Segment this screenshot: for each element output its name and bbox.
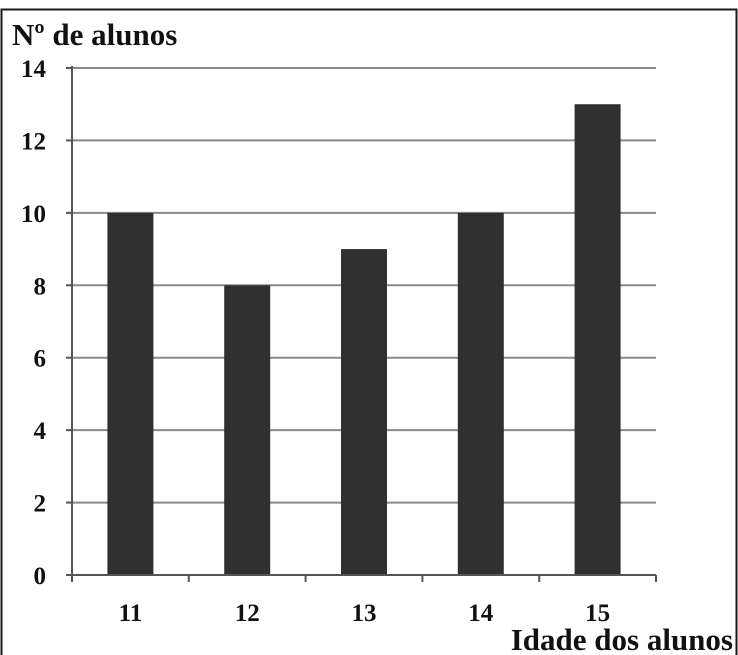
bar-15 (574, 104, 621, 575)
y-tick-label: 12 (21, 128, 46, 155)
y-tick-label: 4 (34, 418, 47, 445)
y-tick-label: 8 (34, 273, 47, 300)
axes (66, 66, 657, 582)
x-tick-label: 15 (585, 600, 610, 627)
bar-11 (107, 212, 154, 575)
y-tick-label: 0 (34, 563, 47, 590)
y-tick-label: 6 (34, 346, 47, 373)
x-tick-labels: 11 12 13 14 15 (119, 600, 611, 627)
x-tick-label: 14 (468, 600, 494, 627)
y-tick-label: 14 (21, 56, 47, 83)
x-tick-label: 13 (352, 600, 377, 627)
y-tick-label: 2 (34, 491, 47, 518)
y-tick-label: 10 (21, 201, 46, 228)
x-tick-label: 11 (119, 600, 143, 627)
bar-12 (224, 285, 271, 575)
x-tick-label: 12 (235, 600, 260, 627)
bar-14 (457, 212, 504, 575)
y-axis-label: Nº de alunos (12, 17, 177, 52)
x-axis-label: Idade dos alunos (511, 622, 733, 655)
bar-13 (341, 249, 387, 576)
y-tick-labels: 0 2 4 6 8 10 12 14 (21, 56, 47, 590)
bars (107, 104, 621, 576)
